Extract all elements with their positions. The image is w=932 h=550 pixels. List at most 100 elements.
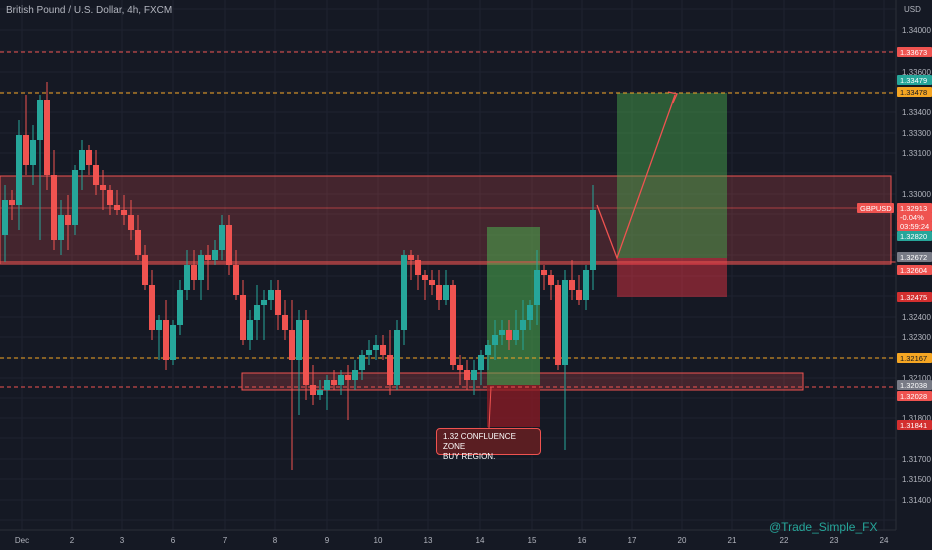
candle-body (254, 305, 260, 320)
candle-body (86, 150, 92, 165)
candle-body (541, 270, 547, 275)
candle-body (212, 250, 218, 260)
long-position-stop (617, 258, 727, 297)
zones (0, 93, 892, 427)
candle-body (562, 280, 568, 365)
candle-body (338, 375, 344, 385)
candle-body (520, 320, 526, 330)
time-axis[interactable]: Dec 2 3 6 7 8 9 10 13 14 15 16 17 20 21 22 23 24 (0, 529, 896, 550)
candle-body (548, 275, 554, 285)
candle-body (478, 355, 484, 370)
candle-body (219, 225, 225, 250)
candle-body (499, 330, 505, 335)
time-tick: 8 (273, 536, 278, 545)
annotation-line-2: BUY REGION. (443, 452, 496, 461)
price-label-text: 1.32038 (900, 381, 927, 390)
candle-body (401, 255, 407, 330)
price-label-text: 1.33673 (900, 48, 927, 57)
candle-body (443, 285, 449, 300)
candle-body (534, 270, 540, 305)
symbol-badge-text: GBPUSD (860, 204, 892, 213)
price-label-text: 1.33478 (900, 88, 927, 97)
candle-body (282, 315, 288, 330)
price-label: 1.32167 (897, 353, 932, 363)
candle-body (177, 290, 183, 325)
candle-body (359, 355, 365, 370)
candle-body (436, 285, 442, 300)
candle-body (142, 255, 148, 285)
candle-body (422, 275, 428, 280)
price-tick: 1.32300 (902, 333, 931, 342)
price-label-box (897, 212, 932, 222)
candle-body (296, 320, 302, 360)
price-tick: 1.33100 (902, 149, 931, 158)
candle-body (37, 100, 43, 140)
candle-body (261, 300, 267, 305)
time-tick: 3 (120, 536, 125, 545)
price-label: 03:59:24 (897, 221, 932, 231)
price-label-box (897, 391, 932, 401)
candle-body (429, 280, 435, 285)
candle-body (170, 325, 176, 360)
price-label: 1.32038 (897, 380, 932, 390)
price-label: 1.33479 (897, 75, 932, 85)
price-label-box (897, 380, 932, 390)
time-tick: 24 (880, 536, 889, 545)
candle-body (100, 185, 106, 190)
candle-body (317, 390, 323, 395)
candle-body (485, 345, 491, 355)
price-tick: 1.33600 (902, 68, 931, 77)
candle-body (464, 370, 470, 380)
time-axis-bg (0, 530, 896, 550)
candle-body (128, 215, 134, 230)
time-tick: 9 (325, 536, 330, 545)
candle-body (247, 320, 253, 340)
time-tick: 14 (476, 536, 485, 545)
price-tick: 1.33400 (902, 108, 931, 117)
price-label-text: -0.04% (900, 213, 924, 222)
candle-body (387, 355, 393, 385)
price-label: 1.32672 (897, 252, 932, 262)
price-label-text: 1.32028 (900, 392, 927, 401)
time-tick: 15 (528, 536, 537, 545)
price-label-box (897, 231, 932, 241)
candle-body (198, 255, 204, 280)
long-position-target (617, 93, 727, 258)
price-label: 1.33673 (897, 47, 932, 57)
time-tick: 22 (780, 536, 789, 545)
price-label-box (897, 75, 932, 85)
candle-body (93, 165, 99, 185)
price-label-text: 1.32604 (900, 266, 927, 275)
candle-body (135, 230, 141, 255)
candle-body (352, 370, 358, 380)
annotation-line-1: 1.32 CONFLUENCE ZONE (443, 432, 516, 451)
price-axis[interactable]: 1.340001.338001.336001.334001.333001.331… (857, 0, 932, 550)
candle-body (30, 140, 36, 165)
price-label: 1.32475 (897, 292, 932, 302)
confluence-annotation[interactable]: 1.32 CONFLUENCE ZONE BUY REGION. (436, 428, 541, 461)
candle-body (149, 285, 155, 330)
candle-body (303, 320, 309, 385)
candle-body (471, 370, 477, 380)
candle-body (394, 330, 400, 385)
candle-body (16, 135, 22, 205)
price-label-box (897, 87, 932, 97)
time-tick: 23 (830, 536, 839, 545)
price-label-box (897, 292, 932, 302)
candle-body (506, 330, 512, 340)
time-tick: 7 (223, 536, 228, 545)
price-label-text: 1.33479 (900, 76, 927, 85)
candle-body (415, 260, 421, 275)
candle-body (107, 190, 113, 205)
price-tick: 1.31700 (902, 455, 931, 464)
candle-body (58, 215, 64, 240)
candle-body (114, 205, 120, 210)
candlesticks (2, 82, 596, 470)
candle-body (457, 365, 463, 370)
watermark: @Trade_Simple_FX (769, 520, 878, 534)
price-label-text: 03:59:24 (900, 222, 929, 231)
time-tick: 6 (171, 536, 176, 545)
price-label: 1.31841 (897, 420, 932, 430)
price-label-box (897, 353, 932, 363)
